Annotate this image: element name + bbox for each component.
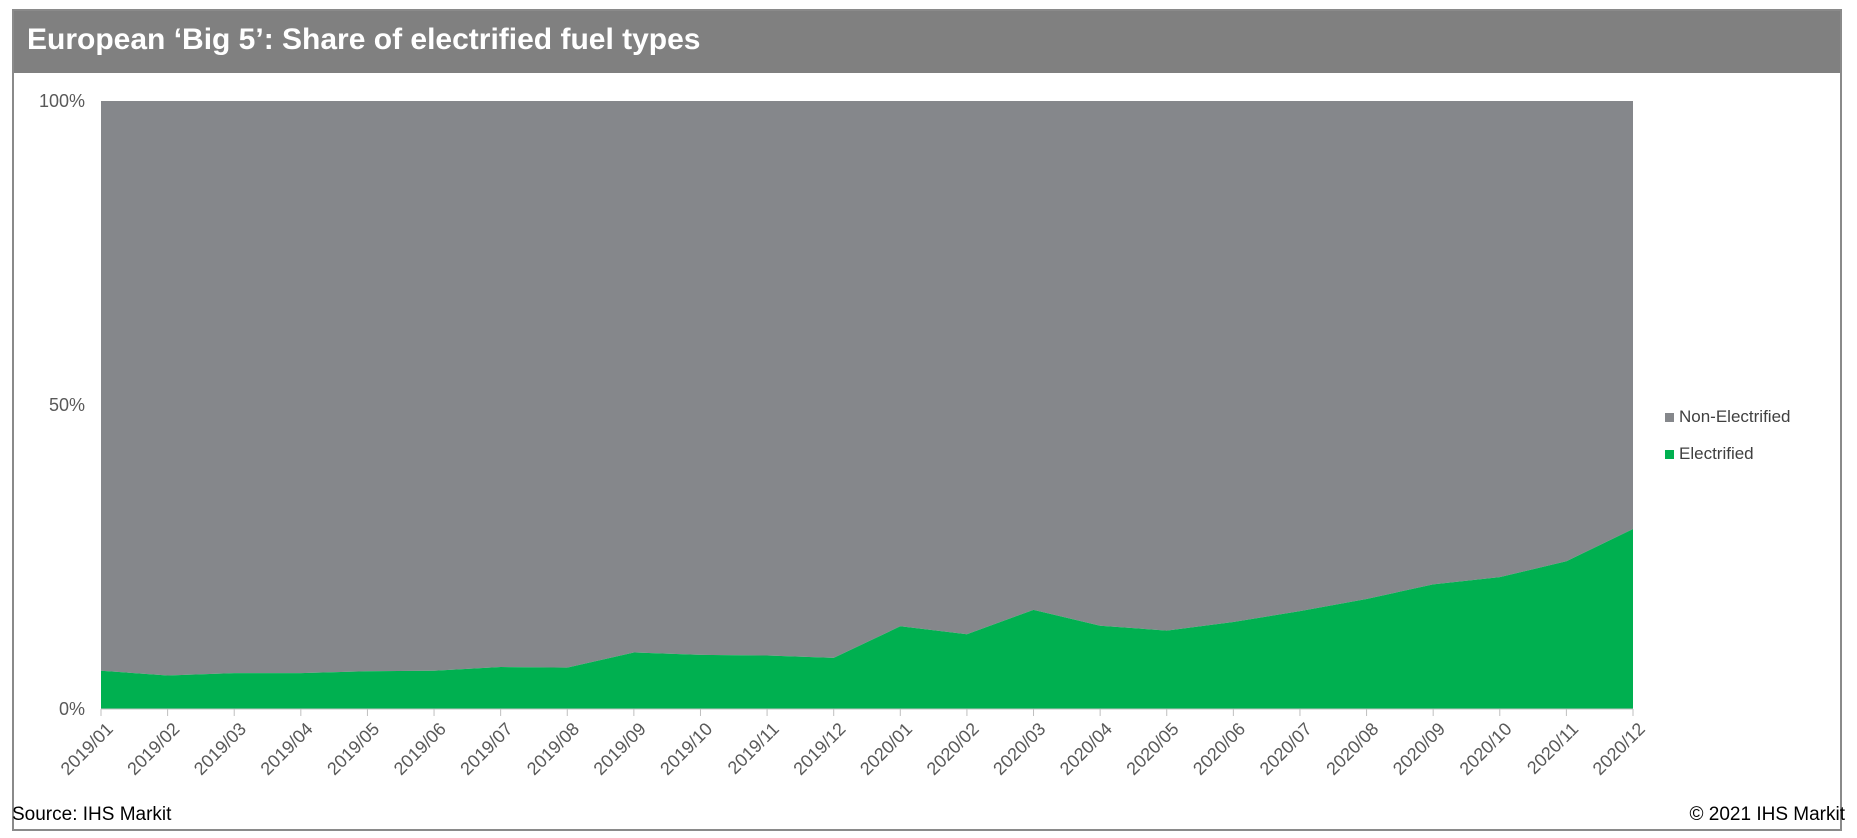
x-tick-label: 2019/10 <box>656 719 716 779</box>
legend-swatch-non-electrified <box>1665 412 1674 422</box>
x-tick-label: 2020/07 <box>1256 719 1316 779</box>
x-tick-label: 2020/08 <box>1322 719 1382 779</box>
chart-title: European ‘Big 5’: Share of electrified f… <box>27 23 701 56</box>
y-tick-label: 0% <box>59 699 85 719</box>
x-tick-label: 2020/01 <box>856 719 916 779</box>
x-tick-label: 2019/04 <box>257 719 317 779</box>
area-non-electrified <box>101 101 1633 676</box>
legend-item-non-electrified: Non-Electrified <box>1665 403 1791 431</box>
x-tick-label: 2020/05 <box>1122 719 1182 779</box>
x-tick-label: 2020/03 <box>989 719 1049 779</box>
x-tick-label: 2019/09 <box>590 719 650 779</box>
x-tick-label: 2019/06 <box>390 719 450 779</box>
x-tick-label: 2020/06 <box>1189 719 1249 779</box>
x-tick-label: 2019/12 <box>789 719 849 779</box>
x-tick-label: 2020/02 <box>923 719 983 779</box>
x-tick-label: 2020/10 <box>1456 719 1516 779</box>
y-tick-label: 50% <box>49 395 85 415</box>
x-tick-label: 2019/08 <box>523 719 583 779</box>
x-tick-label: 2019/03 <box>190 719 250 779</box>
legend-label-electrified: Electrified <box>1679 444 1754 463</box>
x-tick-label: 2019/02 <box>123 719 183 779</box>
title-bar: European ‘Big 5’: Share of electrified f… <box>14 11 1840 73</box>
x-tick-label: 2020/09 <box>1389 719 1449 779</box>
y-tick-label: 100% <box>39 91 85 111</box>
legend-item-electrified: Electrified <box>1665 440 1791 468</box>
chart-legend: Non-Electrified Electrified <box>1665 403 1791 477</box>
x-tick-label: 2019/01 <box>57 719 117 779</box>
x-tick-label: 2020/12 <box>1589 719 1649 779</box>
x-tick-label: 2019/05 <box>323 719 383 779</box>
copyright-note: © 2021 IHS Markit <box>1689 804 1846 825</box>
x-tick-label: 2019/11 <box>724 719 783 778</box>
x-tick-label: 2020/04 <box>1056 719 1116 779</box>
legend-swatch-electrified <box>1665 449 1674 459</box>
x-tick-label: 2020/11 <box>1523 719 1582 778</box>
area-electrified <box>101 529 1633 709</box>
legend-label-non-electrified: Non-Electrified <box>1679 407 1791 426</box>
x-tick-label: 2019/07 <box>456 719 516 779</box>
source-note: Source: IHS Markit <box>12 804 172 825</box>
